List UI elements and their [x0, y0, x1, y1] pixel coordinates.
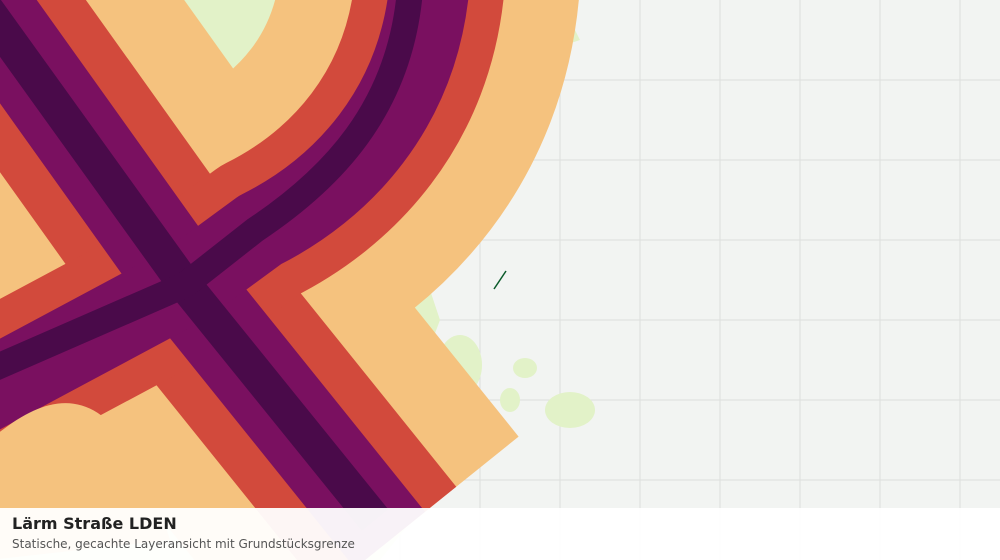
layer-subtitle: Statische, gecachte Layeransicht mit Gru…	[12, 537, 355, 551]
noise-bands	[0, 0, 579, 560]
layer-caption: Lärm Straße LDEN Statische, gecachte Lay…	[0, 508, 1000, 560]
parcel-boundary	[493, 270, 507, 290]
layer-title: Lärm Straße LDEN	[12, 514, 177, 533]
